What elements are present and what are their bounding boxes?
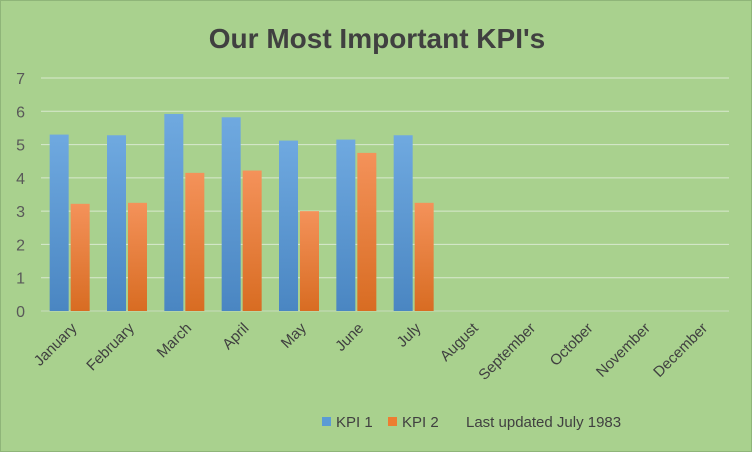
bar-kpi-2-march bbox=[185, 172, 205, 311]
x-tick-label-june: June bbox=[332, 320, 367, 355]
x-tick-label-may: May bbox=[278, 319, 310, 351]
x-tick-label-december: December bbox=[650, 320, 711, 381]
bar-kpi-1-april bbox=[221, 117, 241, 311]
x-tick-label-august: August bbox=[437, 319, 483, 365]
bar-kpi-2-february bbox=[128, 202, 147, 311]
y-tick-label: 0 bbox=[16, 304, 25, 321]
bar-kpi-2-june bbox=[357, 152, 377, 311]
bar-kpi-1-may bbox=[279, 140, 298, 311]
bar-kpi-1-february bbox=[107, 135, 126, 311]
y-tick-label: 6 bbox=[16, 104, 25, 121]
legend-label-kpi-1: KPI 1 bbox=[336, 414, 373, 431]
y-tick-label: 2 bbox=[16, 237, 25, 254]
last-updated-note: Last updated July 1983 bbox=[466, 414, 621, 431]
x-tick-label-november: November bbox=[593, 320, 654, 381]
x-axis-ticks: January February March April May June July Augu… bbox=[31, 319, 711, 383]
legend-swatch-kpi-2 bbox=[388, 417, 397, 426]
legend-swatch-kpi-1 bbox=[322, 417, 331, 426]
legend-label-kpi-2: KPI 2 bbox=[402, 414, 439, 431]
bar-kpi-2-january bbox=[70, 203, 90, 311]
x-tick-label-january: January bbox=[31, 319, 81, 369]
legend: KPI 1 KPI 2 Last updated July 1983 bbox=[322, 414, 621, 431]
y-tick-label: 1 bbox=[16, 271, 25, 288]
bar-kpi-1-july bbox=[393, 135, 413, 311]
bar-kpi-1-january bbox=[49, 134, 69, 311]
x-tick-label-february: February bbox=[83, 319, 138, 374]
bar-kpi-1-june bbox=[336, 139, 356, 311]
y-tick-label: 3 bbox=[16, 204, 25, 221]
gridlines bbox=[41, 77, 729, 312]
x-tick-label-april: April bbox=[219, 320, 252, 353]
y-tick-label: 4 bbox=[16, 171, 25, 188]
x-tick-label-july: July bbox=[394, 319, 425, 350]
y-tick-label: 5 bbox=[16, 138, 25, 155]
y-tick-label: 7 bbox=[16, 71, 25, 88]
bar-kpi-2-may bbox=[300, 211, 319, 311]
x-tick-label-october: October bbox=[547, 320, 597, 370]
x-tick-label-september: September bbox=[475, 320, 539, 384]
bars bbox=[49, 113, 434, 311]
x-tick-label-march: March bbox=[154, 320, 195, 361]
chart-title: Our Most Important KPI's bbox=[209, 23, 545, 54]
bar-kpi-2-july bbox=[414, 202, 434, 311]
bar-kpi-1-march bbox=[164, 113, 184, 311]
bar-kpi-2-april bbox=[242, 170, 262, 311]
y-axis-ticks: 0 1 2 3 4 5 6 7 bbox=[16, 71, 25, 321]
